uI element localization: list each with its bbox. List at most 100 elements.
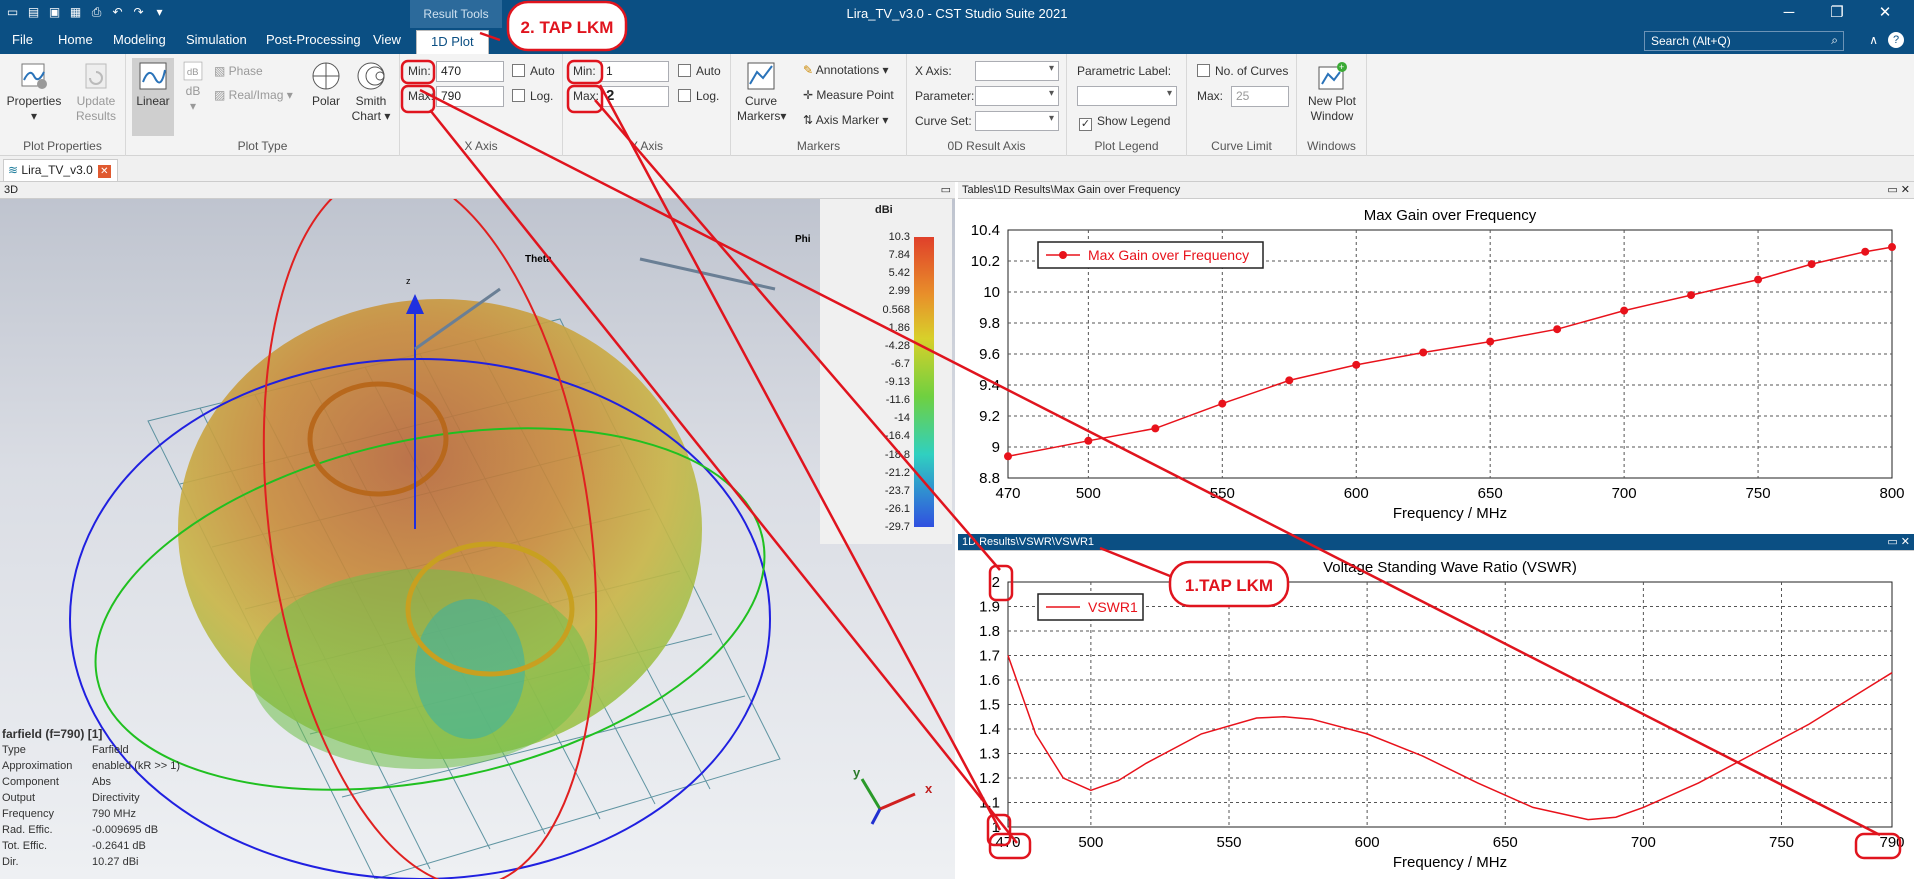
vswr-chart: Voltage Standing Wave Ratio (VSWR) 470 500… (979, 559, 1904, 871)
redo-icon[interactable]: ↷ (133, 5, 144, 19)
x-min-label: Min: (408, 64, 431, 78)
theta-label: Theta (525, 254, 552, 265)
new-plot-window-icon: + (1318, 62, 1347, 90)
save-all-icon[interactable]: ▦ (69, 5, 82, 19)
customize-icon[interactable]: ▾ (156, 5, 163, 19)
measure-point-button[interactable]: ✛ Measure Point (803, 88, 894, 102)
data-point (1888, 243, 1896, 252)
x-max-label: Max: (408, 89, 435, 103)
y-tick-label: 1.8 (979, 623, 1000, 640)
colorbar-tick: -26.1 (884, 502, 910, 515)
x-tick-label: 470 (995, 834, 1020, 851)
y-tick-label: 1.1 (979, 795, 1000, 812)
properties-button[interactable]: Properties ▾ (6, 60, 62, 124)
tab-modeling[interactable]: Modeling (113, 32, 166, 47)
axis-marker-button[interactable]: ⇅ Axis Marker ▾ (803, 113, 889, 127)
info-title: farfield (f=790) [1] (2, 727, 103, 741)
document-tab[interactable]: ≋ Lira_TV_v3.0 ✕ (3, 159, 118, 181)
annotations-button[interactable]: ✎ Annotations ▾ (803, 63, 889, 77)
y-tick-label: 1.9 (979, 599, 1000, 616)
y-tick-label: 9.8 (979, 315, 1000, 332)
new-plot-window-button[interactable]: + New Plot Window (1307, 62, 1357, 123)
save-icon[interactable]: ▣ (48, 5, 61, 19)
colorbar-tick: -1.86 (884, 321, 910, 334)
measure-point-icon: ✛ (803, 88, 817, 102)
y-tick-label: 8.8 (979, 470, 1000, 487)
gain-plot[interactable]: Max Gain over Frequency 470 500 550 600 650 70… (958, 200, 1914, 530)
data-point (1687, 291, 1696, 300)
group-label: Curve Limit (1211, 139, 1272, 153)
context-tab-group-label: Result Tools (410, 0, 502, 28)
y-tick-label: 9 (992, 439, 1000, 456)
linear-button[interactable]: Linear (132, 58, 174, 136)
group-label: Markers (796, 139, 841, 153)
colorbar-tick: -29.7 (884, 521, 910, 533)
data-point (1620, 306, 1629, 315)
polar-button[interactable]: Polar (306, 60, 346, 109)
no-of-curves-checkbox[interactable]: No. of Curves (1197, 64, 1288, 78)
info-key: Tot. Effic. (2, 840, 48, 852)
curve-markers-button[interactable]: Curve Markers▾ (737, 60, 786, 124)
colorbar-tick: -4.28 (884, 339, 910, 352)
xaxis-label: X Axis: (915, 64, 952, 78)
close-button[interactable]: ✕ (1878, 4, 1892, 21)
data-point (1754, 275, 1763, 284)
x-auto-checkbox[interactable]: Auto (512, 64, 555, 78)
parametric-label: Parametric Label: (1077, 64, 1172, 78)
colorbar-tick: 2.99 (888, 285, 910, 298)
real-imag-button[interactable]: ▨ Real/Imag ▾ (214, 88, 293, 102)
close-tab-icon[interactable]: ✕ (97, 165, 111, 178)
phase-button[interactable]: ▧ Phase (214, 64, 263, 78)
x-max-input[interactable]: 790 (436, 86, 504, 107)
y-auto-checkbox[interactable]: Auto (678, 64, 721, 78)
x-tick-label: 550 (1216, 834, 1241, 851)
info-row: Frequency 790 MHz (2, 806, 202, 822)
info-key: Type (2, 744, 26, 756)
show-legend-checkbox[interactable]: ✓ Show Legend (1079, 114, 1171, 131)
x-tick-label: 550 (1210, 485, 1235, 502)
info-value: enabled (kR >> 1) (92, 760, 181, 772)
x-tick-label: 650 (1493, 834, 1518, 851)
curve-max-input[interactable]: 25 (1231, 86, 1289, 107)
parametric-label-dropdown[interactable] (1077, 86, 1177, 106)
db-button[interactable]: dB dB ▾ (178, 60, 208, 114)
tab-file[interactable]: File (12, 32, 33, 47)
undo-icon[interactable]: ↶ (112, 5, 123, 19)
y-min-input[interactable]: 1 (601, 61, 669, 82)
tab-1d-plot[interactable]: 1D Plot (416, 30, 489, 54)
x-log-checkbox[interactable]: Log. (512, 89, 553, 103)
x-min-input[interactable]: 470 (436, 61, 504, 82)
y-tick-label: 1.5 (979, 697, 1000, 714)
maximize-icon[interactable]: ▭ (940, 184, 951, 196)
xaxis-dropdown[interactable] (975, 61, 1059, 81)
open-folder-icon[interactable]: ▤ (27, 5, 40, 19)
update-results-button[interactable]: Update Results (68, 60, 124, 124)
maximize-icon[interactable]: ▭ ✕ (1887, 184, 1910, 196)
search-input[interactable]: Search (Alt+Q) (1644, 31, 1844, 51)
smith-chart-button[interactable]: Smith Chart ▾ (348, 60, 394, 124)
collapse-ribbon-icon[interactable]: ∧ (1869, 33, 1878, 47)
new-icon[interactable]: ▭ (6, 5, 19, 19)
vswr-plot[interactable]: Voltage Standing Wave Ratio (VSWR) 470 500… (958, 552, 1914, 879)
restore-button[interactable]: ❐ (1830, 4, 1844, 21)
gain-panel-header: Tables\1D Results\Max Gain over Frequenc… (958, 182, 1914, 199)
y-max-input[interactable]: 2 (601, 86, 669, 107)
real-imag-icon: ▨ (214, 88, 229, 102)
tab-view[interactable]: View (373, 32, 401, 47)
legend-label: Max Gain over Frequency (1088, 247, 1249, 263)
colorbar-tick: -14 (894, 412, 910, 425)
maximize-icon[interactable]: ▭ ✕ (1887, 536, 1910, 548)
print-icon[interactable]: ⎙ (91, 5, 102, 19)
curve-set-dropdown[interactable] (975, 111, 1059, 131)
unit-label: dBi (875, 204, 893, 216)
parameter-dropdown[interactable] (975, 86, 1059, 106)
help-icon[interactable]: ? (1888, 32, 1904, 48)
minimize-button[interactable]: ─ (1783, 4, 1795, 21)
tab-simulation[interactable]: Simulation (186, 32, 247, 47)
data-point (1285, 376, 1294, 385)
y-log-checkbox[interactable]: Log. (678, 89, 719, 103)
tab-post-processing[interactable]: Post-Processing (266, 32, 361, 47)
data-point (1553, 325, 1562, 334)
tab-home[interactable]: Home (58, 32, 93, 47)
